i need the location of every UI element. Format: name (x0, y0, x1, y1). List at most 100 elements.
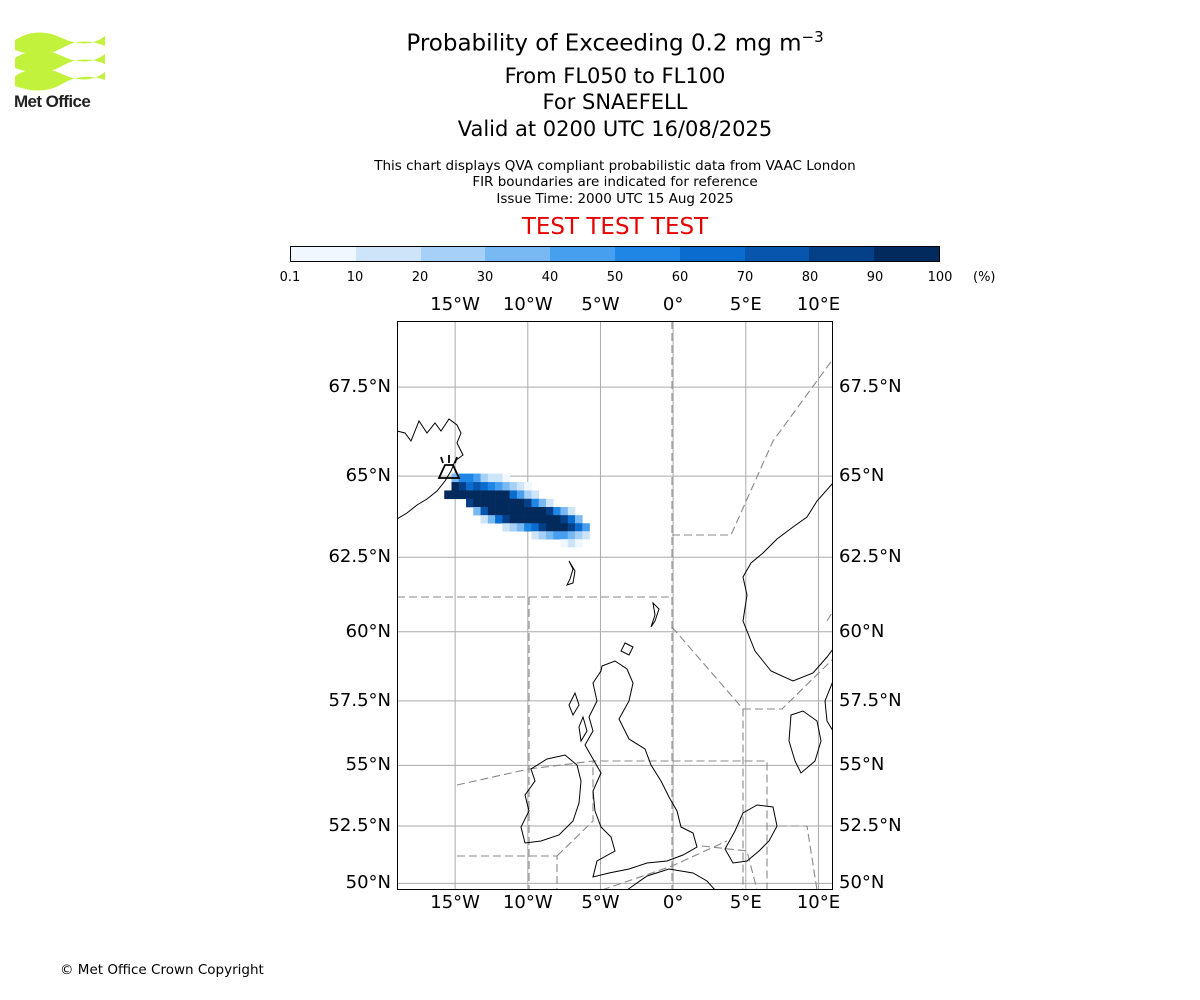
plume-cell (575, 523, 583, 532)
longitude-label: 5°W (581, 892, 620, 913)
latitude-label: 52.5°N (839, 815, 902, 837)
longitude-label: 5°E (729, 892, 762, 913)
longitude-label: 15°W (430, 892, 480, 913)
plume-cell (466, 498, 474, 508)
colorbar-segment (355, 247, 421, 261)
plume-cell (524, 490, 532, 500)
plume-cell (567, 531, 576, 540)
plume-cell (458, 482, 467, 491)
plume-cell (560, 531, 569, 540)
plume-cell (458, 473, 467, 483)
colorbar-segment (485, 247, 551, 261)
plume-cell (487, 490, 496, 500)
plume-cell (466, 473, 474, 483)
plume-cell (545, 498, 554, 508)
colorbar-tick-label: 0.1 (279, 270, 301, 285)
colorbar-segment (291, 247, 356, 261)
plume-cell (502, 515, 510, 524)
plume-cell (509, 523, 518, 532)
met-office-logo-text: Met Office (14, 92, 91, 111)
plume-cell (502, 506, 510, 516)
plume-cell (487, 506, 496, 516)
plume-cell (531, 531, 539, 540)
colorbar-tick-label: 100 (927, 270, 953, 285)
subtitle-line-2: FIR boundaries are indicated for referen… (472, 174, 758, 190)
latitude-label: 65°N (345, 465, 391, 487)
plume-cell (553, 531, 561, 540)
latitude-label: 60°N (839, 620, 885, 642)
plume-cell (480, 498, 489, 508)
plume-cell (560, 523, 569, 532)
plume-cell (516, 523, 525, 532)
map-frame (397, 321, 833, 890)
longitude-label: 10°E (796, 892, 841, 913)
plume-cell (575, 539, 583, 548)
plume-cell (502, 482, 510, 491)
plume-cell (473, 482, 481, 491)
plume-cell (502, 473, 510, 483)
plume-cell (495, 515, 503, 524)
latitude-label: 62.5°N (839, 546, 902, 568)
plume-cell (553, 506, 561, 516)
latitude-label: 52.5°N (328, 815, 391, 837)
plume-cell (575, 515, 583, 524)
latitude-label: 65°N (839, 465, 885, 487)
copyright: © Met Office Crown Copyright (60, 962, 264, 978)
latitude-label: 55°N (839, 754, 885, 776)
plume-cell (495, 482, 503, 491)
plume-cell (524, 498, 532, 508)
plume-cell (545, 523, 554, 532)
subtitle-line-1: This chart displays QVA compliant probab… (374, 158, 856, 174)
plume-cell (567, 506, 576, 516)
plume-cell (538, 531, 547, 540)
graticule (397, 321, 833, 890)
plume-cell (538, 498, 547, 508)
plume-cell (545, 506, 554, 516)
latitude-label: 60°N (345, 620, 391, 642)
plume-cell (531, 523, 539, 532)
plume-cell (451, 490, 460, 500)
volcano-icon (437, 455, 461, 479)
latitude-label: 57.5°N (328, 689, 391, 711)
colorbar-tick-label: 70 (736, 270, 754, 285)
colorbar-segment (420, 247, 486, 261)
plume-cell (451, 482, 460, 491)
plume-cell (502, 490, 510, 500)
plume-cell (567, 539, 576, 548)
longitude-label: 10°W (502, 294, 553, 315)
plume-cell (495, 498, 503, 508)
plume-cell (487, 498, 496, 508)
chart-title: Probability of Exceeding 0.2 mg m−3 (406, 28, 824, 57)
colorbar-tick-label: 60 (671, 270, 689, 285)
colorbar-tick-label: 40 (541, 270, 559, 285)
colorbar-tick-label: 80 (801, 270, 819, 285)
plume-cell (473, 498, 481, 508)
plume-cell (516, 482, 525, 491)
map-panel (397, 321, 833, 890)
plume-cell (509, 490, 518, 500)
plume-cell (516, 506, 525, 516)
plume-cell (473, 473, 481, 483)
plume-cell (553, 515, 561, 524)
colorbar-tick-label: 30 (476, 270, 494, 285)
plume-cell (516, 515, 525, 524)
plume-cell (560, 515, 569, 524)
plume-cell (480, 490, 489, 500)
plume-cell (495, 506, 503, 516)
plume-cell (553, 523, 561, 532)
colorbar-segment (874, 247, 939, 261)
longitude-label: 0° (662, 294, 684, 315)
latitude-label: 50°N (345, 872, 391, 894)
plume-cell (560, 539, 569, 548)
plume-cell (538, 506, 547, 516)
plume-cell (502, 523, 510, 532)
colorbar-segment (744, 247, 810, 261)
colorbar-segment (809, 247, 875, 261)
colorbar-segment (614, 247, 680, 261)
plume-cell (524, 506, 532, 516)
plume-cell (480, 482, 489, 491)
colorbar-tick-label: 10 (346, 270, 364, 285)
colorbar-unit: (%) (973, 270, 996, 285)
plume-cell (516, 490, 525, 500)
plume-cell (487, 515, 496, 524)
